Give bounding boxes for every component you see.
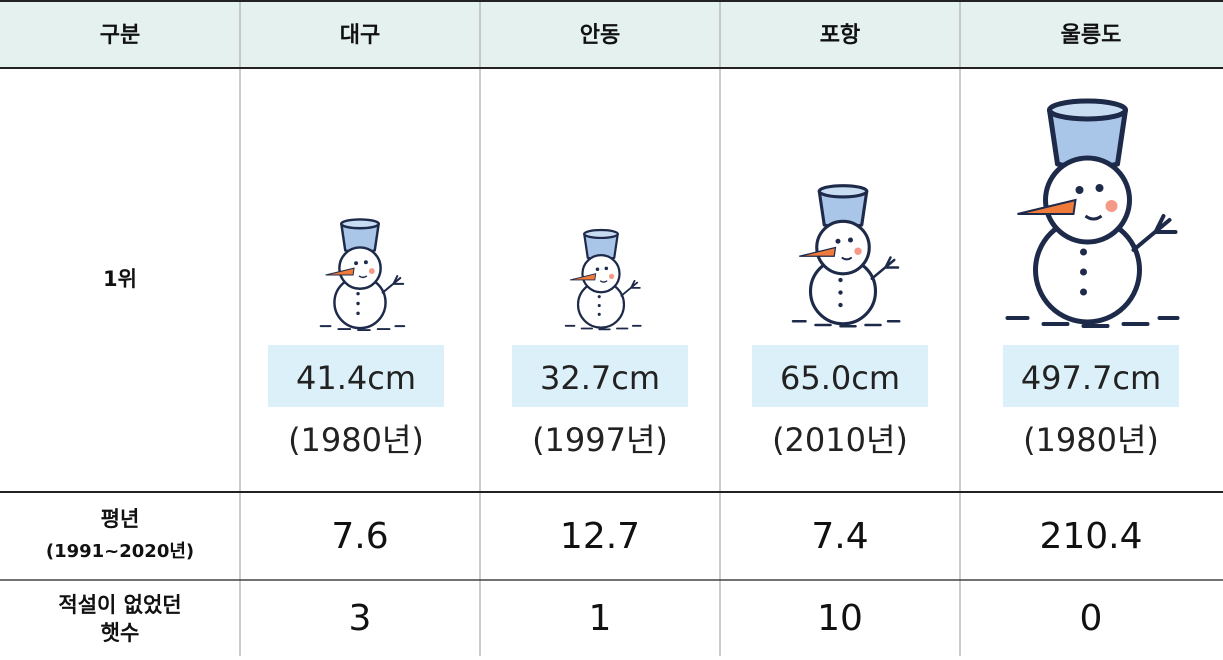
header-cell: 포항 [820,23,860,48]
cell: 7.4 [811,516,868,557]
cell: 0 [1080,598,1103,639]
header-cell: 울릉도 [1061,23,1122,48]
record-year: (1997년) [532,421,668,459]
record-value: 65.0cm [780,359,900,397]
value-box [512,345,688,407]
record-year: (2010년) [772,421,908,459]
record-value: 32.7cm [540,359,660,397]
cell: 12.7 [560,516,640,557]
snowman [1008,101,1178,326]
value-box [268,345,444,407]
header-cell: 구분 [100,23,140,48]
value-box [1003,345,1179,407]
snowman [564,228,643,331]
record-value: 41.4cm [296,359,416,397]
cell: 7.6 [331,516,388,557]
header-cell: 대구 [340,23,380,48]
header-cell: 안동 [580,23,620,48]
header-bg [0,0,1223,68]
cell: 10 [817,598,863,639]
row-label: 1위 [103,267,137,291]
snowman [319,217,406,332]
row-label: 햇수 [101,621,140,645]
record-value: 497.7cm [1021,359,1161,397]
snowman [791,183,902,329]
row-label: 적설이 없었던 [58,593,181,617]
row-label: (1991~2020년) [46,541,194,562]
cell: 3 [349,598,372,639]
row-label: 평년 [101,507,140,531]
record-year: (1980년) [1023,421,1159,459]
cell: 1 [589,598,612,639]
record-year: (1980년) [288,421,424,459]
cell: 210.4 [1039,516,1142,557]
value-box [752,345,928,407]
